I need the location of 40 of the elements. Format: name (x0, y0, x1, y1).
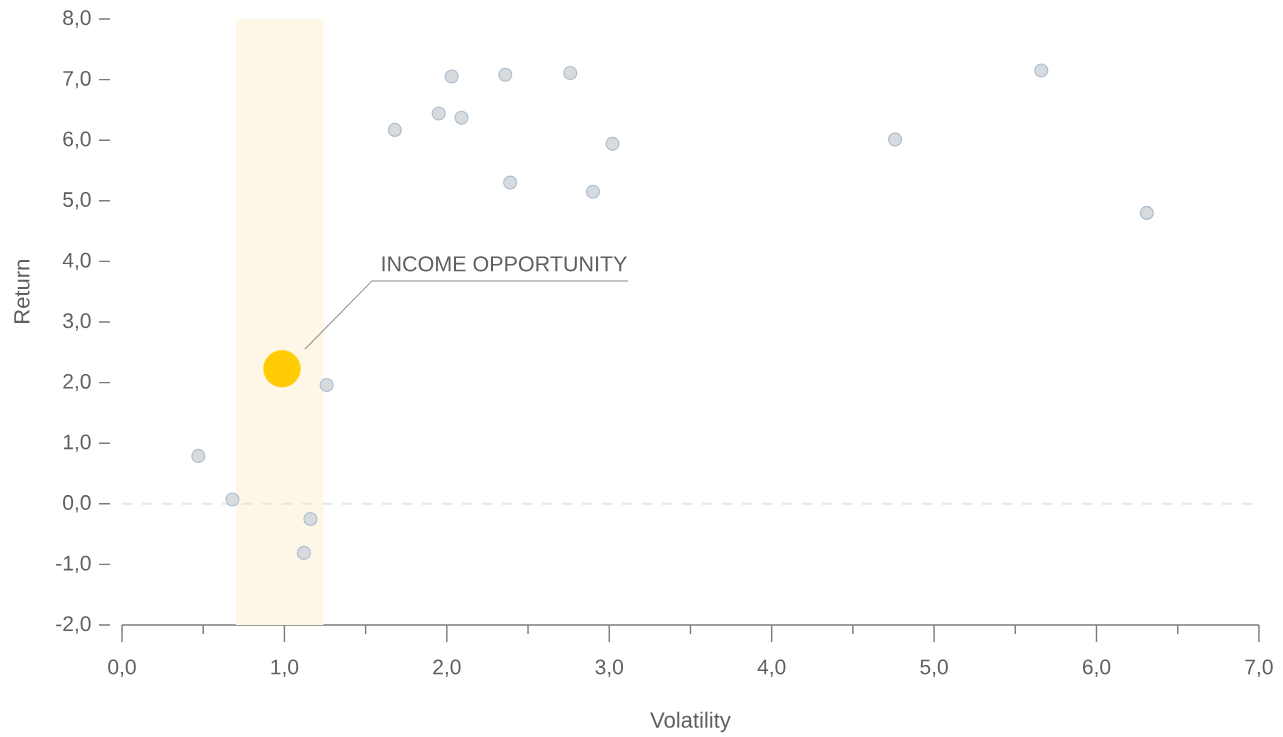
y-tick-label: -2,0 (56, 616, 91, 634)
x-tick-label: 4,0 (757, 659, 786, 677)
x-tick-label: 5,0 (920, 659, 948, 677)
point (454, 110, 469, 125)
y-tick-label: 6,0 (63, 131, 91, 149)
y-tick-label: 5,0 (63, 192, 91, 210)
y-tick-label: -1,0 (56, 555, 91, 574)
y-tick-label: 0,0 (63, 495, 91, 513)
point (431, 106, 446, 121)
y-axis-title: Return (14, 260, 30, 323)
x-axis-title: Volatility (650, 711, 731, 733)
point (303, 511, 318, 526)
point (498, 67, 513, 82)
point (1034, 63, 1049, 78)
point (1139, 205, 1154, 220)
point (444, 69, 459, 84)
point (191, 448, 206, 463)
y-tick-label: 1,0 (63, 434, 91, 452)
point (503, 175, 518, 190)
point (225, 492, 240, 507)
point (563, 65, 578, 80)
x-tick-label: 1,0 (271, 659, 299, 677)
point (888, 132, 903, 147)
point (296, 545, 311, 560)
y-tick-label: 7,0 (63, 70, 91, 89)
x-tick-label: 3,0 (595, 659, 624, 677)
point (319, 377, 334, 393)
x-tick-label: 0,0 (108, 659, 136, 677)
point (605, 136, 620, 151)
annotation: INCOME OPPORTUNITY (382, 256, 627, 272)
y-tick-label: 8,0 (63, 10, 91, 28)
point (585, 184, 601, 199)
x-tick-label: 7,0 (1245, 659, 1273, 677)
x-tick-label: 2,0 (433, 659, 461, 677)
point (263, 349, 301, 388)
y-tick-label: 2,0 (63, 373, 91, 392)
y-tick-label: 3,0 (63, 313, 91, 331)
y-tick-label: 4,0 (62, 252, 91, 271)
point (387, 122, 402, 137)
x-tick-label: 6,0 (1082, 659, 1111, 677)
